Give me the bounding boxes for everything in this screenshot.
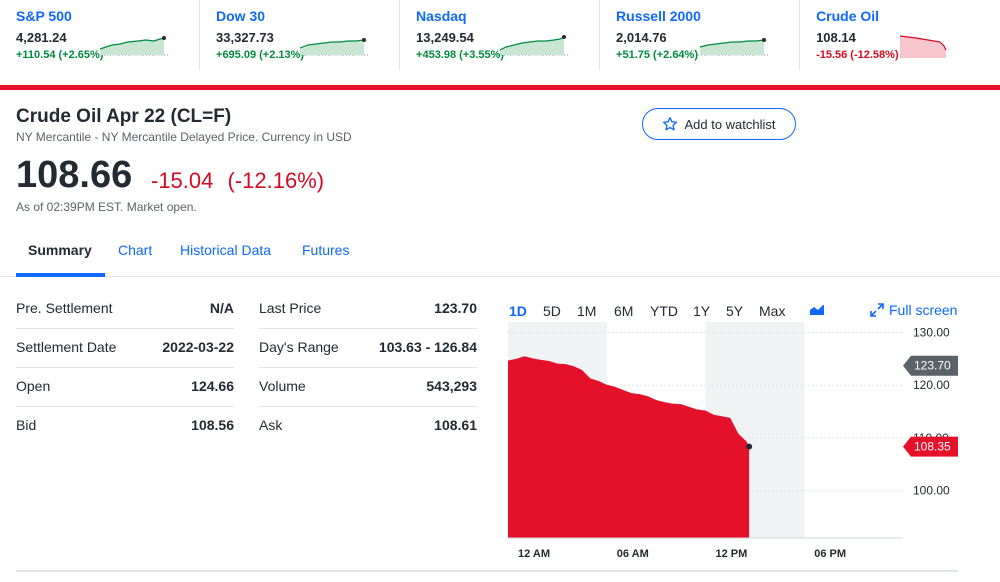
stat-row: Volume 543,293 [259,368,477,407]
sparkline [698,38,769,56]
chart-type-icon[interactable] [809,304,825,316]
ticker-change: +453.98 (+3.55%) [416,49,505,61]
add-to-watchlist-button[interactable]: Add to watchlist [642,108,796,140]
ticker-price: 4,281.24 [16,30,67,45]
stat-label: Last Price [259,300,322,316]
fullscreen-button[interactable]: Full screen [870,302,957,318]
market-ticker-bar: S&P 500 4,281.24 +110.54 (+2.65%) Dow 30… [0,0,1000,70]
price-change-value: -15.04 [151,168,214,193]
ticker-price: 33,327.73 [216,30,274,45]
quote-tabs: Summary Chart Historical Data Futures [0,228,1000,277]
range-5y-button[interactable]: 5Y [726,303,744,319]
fullscreen-label: Full screen [889,302,958,318]
stat-label: Day's Range [259,339,339,355]
tab-historical-data[interactable]: Historical Data [180,242,272,258]
ticker-nasdaq[interactable]: Nasdaq 13,249.54 +453.98 (+3.55%) [400,0,601,70]
x-tick-label: 06 AM [617,548,649,560]
current-price: 108.66 [16,154,133,196]
stat-row: Bid 108.56 [16,407,234,446]
tab-chart[interactable]: Chart [118,242,153,258]
range-6m-button[interactable]: 6M [614,303,634,319]
stat-row: Pre. Settlement N/A [16,290,234,329]
ticker-change: +695.09 (+2.13%) [216,49,305,61]
ticker-name[interactable]: Dow 30 [216,8,266,24]
y-tick-label: 130.00 [913,326,950,340]
sparkline [899,35,947,58]
price-change: -15.04 (-12.16%) [151,168,324,194]
tab-summary[interactable]: Summary [28,242,92,258]
ticker-price: 108.14 [816,30,856,45]
y-tick-label: 100.00 [913,484,950,498]
range-1y-button[interactable]: 1Y [693,303,711,319]
stat-label: Volume [259,378,306,394]
exchange-subtitle: NY Mercantile - NY Mercantile Delayed Pr… [16,130,352,144]
stats-table-left: Pre. Settlement N/A Settlement Date 2022… [16,290,234,446]
ticker-price: 2,014.76 [616,30,667,45]
current-price-tag: 108.35 [903,436,958,457]
sparkline [298,38,369,56]
y-tick-label: 120.00 [913,378,950,392]
range-ytd-button[interactable]: YTD [650,303,678,319]
stat-value: 124.66 [191,378,234,394]
svg-text:108.35: 108.35 [914,440,951,454]
stat-value: 103.63 - 126.84 [378,339,477,355]
stat-row: Last Price 123.70 [259,290,477,329]
stats-table-right: Last Price 123.70 Day's Range 103.63 - 1… [259,290,477,446]
previous-close-tag: 123.70 [903,355,958,376]
price-change-percent: (-12.16%) [227,168,325,193]
section-divider [16,570,958,572]
range-1d-button[interactable]: 1D [509,303,527,319]
range-5d-button[interactable]: 5D [543,303,561,319]
x-tick-label: 06 PM [814,548,846,560]
ticker-price: 13,249.54 [416,30,474,45]
stat-value: N/A [209,300,234,316]
svg-text:123.70: 123.70 [914,359,951,373]
stat-label: Bid [16,417,37,433]
ticker-name[interactable]: Nasdaq [416,8,467,24]
stat-value: 108.56 [191,417,234,433]
sparkline [498,35,569,56]
star-icon [663,117,678,131]
header-divider [0,85,1000,90]
stat-label: Ask [259,417,283,433]
stat-row: Day's Range 103.63 - 126.84 [259,329,477,368]
ticker-change: +110.54 (+2.65%) [16,49,104,61]
stat-value: 123.70 [434,300,477,316]
price-timestamp: As of 02:39PM EST. Market open. [16,200,197,214]
stat-label: Pre. Settlement [16,300,113,316]
expand-icon [870,303,884,317]
stat-value: 2022-03-22 [162,339,234,355]
ticker-name[interactable]: Russell 2000 [616,8,701,24]
stat-label: Open [16,378,51,394]
x-tick-label: 12 AM [518,548,550,560]
ticker-russell2000[interactable]: Russell 2000 2,014.76 +51.75 (+2.64%) [600,0,801,70]
range-max-button[interactable]: Max [759,303,786,319]
ticker-change: +51.75 (+2.64%) [616,49,698,61]
tab-futures[interactable]: Futures [302,242,350,258]
stat-row: Settlement Date 2022-03-22 [16,329,234,368]
ticker-crude-oil[interactable]: Crude Oil 108.14 -15.56 (-12.58%) [800,0,1000,70]
stat-value: 543,293 [426,378,477,394]
stat-value: 108.61 [434,417,477,433]
ticker-sp500[interactable]: S&P 500 4,281.24 +110.54 (+2.65%) [0,0,201,70]
last-price-dot [746,443,753,450]
x-tick-label: 12 PM [716,548,748,560]
ticker-name[interactable]: S&P 500 [16,8,72,24]
ticker-change: -15.56 (-12.58%) [816,49,899,61]
ticker-name[interactable]: Crude Oil [816,8,880,24]
sparkline [98,36,168,56]
stat-label: Settlement Date [16,339,117,355]
ticker-dow30[interactable]: Dow 30 33,327.73 +695.09 (+2.13%) [200,0,401,70]
range-1m-button[interactable]: 1M [577,303,597,319]
price-area [508,356,750,538]
active-tab-indicator [16,273,105,277]
page-title: Crude Oil Apr 22 (CL=F) [16,106,232,127]
watchlist-label: Add to watchlist [684,116,776,132]
stat-row: Ask 108.61 [259,407,477,446]
stat-row: Open 124.66 [16,368,234,407]
